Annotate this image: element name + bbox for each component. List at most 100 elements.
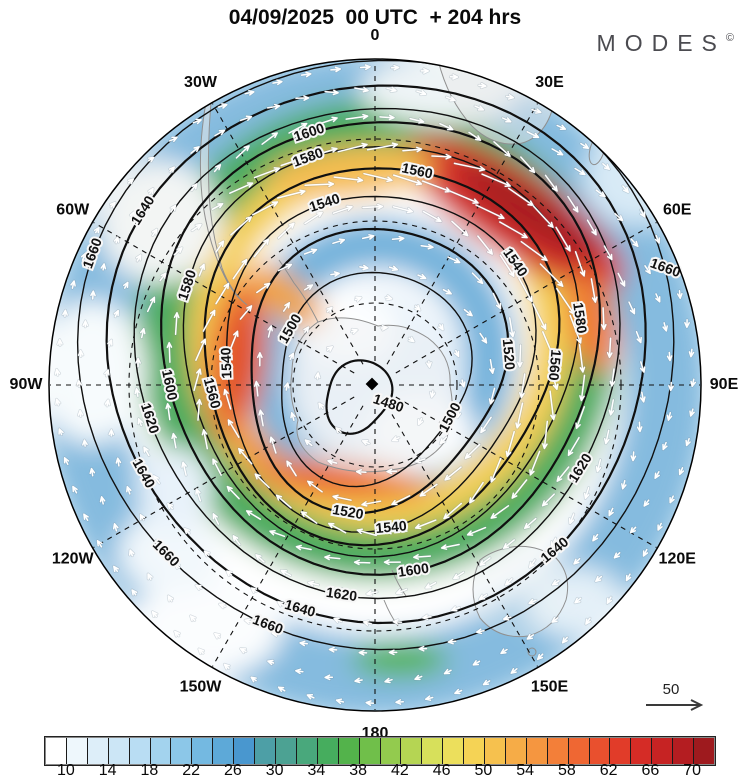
wind-arrow xyxy=(126,485,132,495)
page-title: 04/09/2025 00 UTC + 204 hrs xyxy=(228,6,522,29)
wind-arrow xyxy=(300,71,312,78)
longitude-label: 150W xyxy=(180,678,223,695)
reference-arrow-glyph xyxy=(646,699,704,711)
wind-arrow xyxy=(386,86,397,93)
colorbar-cell xyxy=(317,738,339,764)
wind-arrow xyxy=(479,557,491,567)
wind-arrow xyxy=(453,571,465,580)
wind-arrow xyxy=(511,479,528,499)
wind-arrow xyxy=(420,243,434,250)
wind-arrow xyxy=(569,314,582,344)
wind-arrow xyxy=(159,272,167,282)
wind-arrow xyxy=(391,235,405,242)
wind-arrow xyxy=(306,694,315,700)
wind-arrow xyxy=(230,216,252,236)
wind-arrow xyxy=(603,429,610,445)
wind-arrow xyxy=(463,308,473,317)
wind-arrow xyxy=(595,458,602,473)
longitude-label: 60E xyxy=(663,202,692,219)
wind-arrow xyxy=(556,124,567,130)
wind-arrow xyxy=(214,632,221,639)
wind-arrow xyxy=(300,511,318,524)
wind-arrow xyxy=(165,402,172,421)
wind-arrow xyxy=(333,617,343,623)
wind-arrow xyxy=(272,79,283,86)
wind-arrow xyxy=(195,584,203,591)
wind-arrow xyxy=(244,89,255,96)
wind-arrow xyxy=(280,569,292,577)
wind-arrow xyxy=(227,419,240,438)
wind-arrow xyxy=(654,471,660,479)
wind-arrow xyxy=(223,388,232,410)
wind-arrow xyxy=(657,522,663,531)
wind-arrow xyxy=(520,156,536,174)
wind-arrow xyxy=(212,458,222,476)
wind-arrow xyxy=(517,344,523,368)
wind-arrow xyxy=(286,460,297,477)
wind-arrow xyxy=(174,630,181,637)
wind-arrow xyxy=(304,181,335,188)
wind-arrow xyxy=(416,89,427,96)
wind-arrow xyxy=(366,142,399,151)
wind-arrow xyxy=(198,263,205,277)
wind-arrow xyxy=(213,164,222,173)
wind-arrow xyxy=(542,331,556,360)
wind-arrow xyxy=(480,416,492,434)
wind-arrow xyxy=(245,510,262,520)
wind-arrow xyxy=(551,616,559,623)
graticule-meridian xyxy=(395,396,657,548)
wind-arrow xyxy=(481,173,511,187)
colorbar-cell xyxy=(694,738,714,764)
wind-arrow xyxy=(196,398,203,421)
wind-arrow xyxy=(363,172,393,183)
wind-arrow xyxy=(449,74,459,80)
map-frame xyxy=(48,58,702,712)
wind-arrow xyxy=(63,457,70,466)
wind-arrow xyxy=(500,648,508,655)
colorbar-cell xyxy=(234,738,256,764)
wind-arrow xyxy=(267,659,275,666)
reference-arrow: 50 xyxy=(646,681,704,711)
wind-arrow xyxy=(541,493,555,507)
wind-arrow xyxy=(361,439,370,446)
wind-arrow xyxy=(414,304,421,311)
wind-arrow xyxy=(304,284,314,291)
wind-vectors xyxy=(54,63,697,707)
wind-arrow xyxy=(608,399,615,416)
contour-label: 1540 xyxy=(217,347,234,379)
wind-arrow xyxy=(215,282,230,305)
wind-arrow xyxy=(362,620,373,626)
wind-arrow xyxy=(502,539,515,550)
wind-arrow xyxy=(574,251,586,277)
colorbar-tick-label: 70 xyxy=(683,762,702,779)
contour-ring xyxy=(226,195,537,533)
wind-arrow xyxy=(324,674,334,681)
colorbar-cell xyxy=(422,738,444,764)
colorbar-cell xyxy=(66,738,88,764)
wind-arrow xyxy=(304,439,313,447)
wind-arrow xyxy=(666,351,673,362)
modes-logo-text: MODES xyxy=(596,30,726,56)
wind-arrow xyxy=(127,178,135,185)
wind-arrow xyxy=(644,265,651,275)
wind-arrow xyxy=(354,677,363,684)
wind-arrow xyxy=(202,309,216,332)
wind-arrow xyxy=(392,206,414,214)
wind-arrow xyxy=(123,281,129,289)
wind-arrow xyxy=(544,174,558,192)
shading-blob xyxy=(137,446,213,530)
wind-arrow xyxy=(409,117,425,124)
wind-arrow xyxy=(250,587,258,594)
shading-blob xyxy=(98,160,222,284)
wind-arrow xyxy=(361,234,375,240)
wind-arrow xyxy=(332,238,346,245)
wind-arrow xyxy=(143,446,150,457)
colorbar-cell xyxy=(443,738,465,764)
wind-arrow xyxy=(139,513,146,521)
wind-arrow xyxy=(391,436,400,442)
wind-arrow xyxy=(250,676,257,683)
colorbar-tick-label: 10 xyxy=(56,762,75,779)
wind-arrow xyxy=(350,328,358,335)
wind-arrow xyxy=(335,427,342,434)
